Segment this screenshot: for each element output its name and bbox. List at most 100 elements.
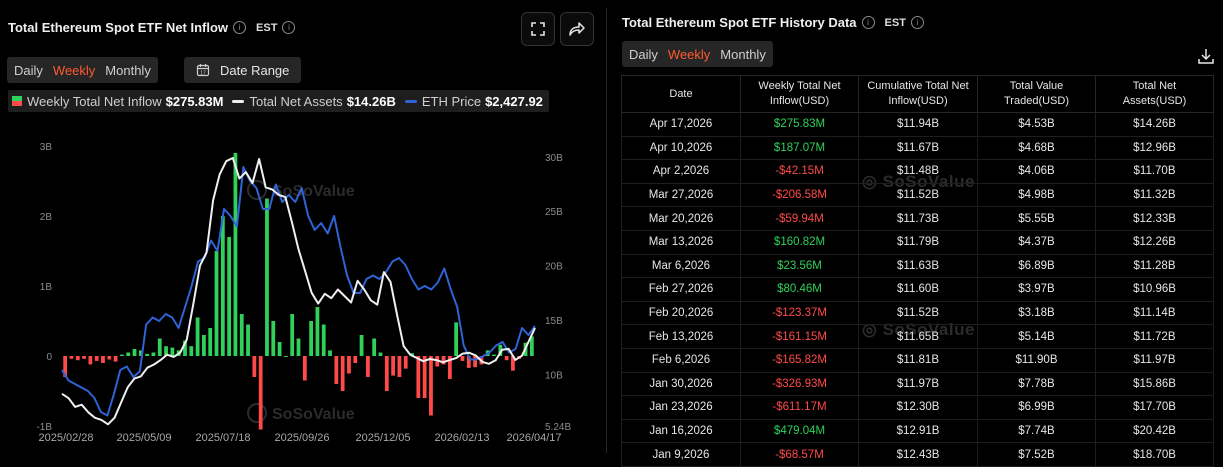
inflow-bar[interactable] — [265, 198, 269, 357]
net-assets-line[interactable] — [61, 157, 536, 426]
inflow-bar[interactable] — [466, 356, 471, 368]
inflow-bar[interactable] — [208, 328, 213, 356]
inflow-bar[interactable] — [138, 350, 143, 356]
inflow-bar[interactable] — [94, 356, 99, 361]
inflow-bar[interactable] — [233, 153, 238, 356]
info-icon[interactable]: i — [861, 16, 875, 29]
inflow-bar[interactable] — [157, 338, 162, 357]
inflow-bar[interactable] — [277, 342, 282, 356]
inflow-bar[interactable] — [189, 346, 194, 356]
inflow-bar[interactable] — [170, 347, 175, 356]
inflow-bar[interactable] — [75, 356, 80, 361]
inflow-bar[interactable] — [492, 354, 496, 356]
col-weekly-inflow[interactable]: Weekly Total Net Inflow(USD) — [740, 75, 859, 113]
inflow-bar[interactable] — [107, 356, 112, 360]
date-range-button[interactable]: 17 Date Range — [184, 57, 302, 83]
tab-weekly[interactable]: Weekly — [667, 46, 711, 62]
inflow-bar[interactable] — [101, 356, 105, 363]
eth-price-line[interactable] — [61, 166, 536, 417]
inflow-bar[interactable] — [504, 356, 509, 361]
inflow-bar[interactable] — [151, 352, 156, 357]
tab-daily[interactable]: Daily — [14, 62, 43, 78]
inflow-bar[interactable] — [271, 321, 276, 356]
tab-monthly[interactable]: Monthly — [720, 46, 766, 62]
inflow-bar[interactable] — [347, 356, 351, 374]
inflow-bar[interactable] — [120, 354, 124, 356]
inflow-bar[interactable] — [511, 356, 515, 371]
cell-date: Feb 27,2026 — [621, 277, 741, 302]
inflow-bar[interactable] — [391, 356, 395, 376]
inflow-bar[interactable] — [258, 356, 263, 430]
inflow-bar[interactable] — [397, 356, 402, 377]
col-net-assets[interactable]: Total Net Assets(USD) — [1095, 75, 1214, 113]
inflow-bar[interactable] — [429, 356, 433, 416]
inflow-bar[interactable] — [529, 336, 534, 356]
col-cumulative-inflow[interactable]: Cumulative Total Net Inflow(USD) — [858, 75, 978, 113]
inflow-bar[interactable] — [239, 314, 244, 356]
inflow-bar[interactable] — [422, 356, 427, 398]
info-icon[interactable]: i — [233, 21, 247, 34]
inflow-bar[interactable] — [353, 356, 358, 363]
inflow-bar[interactable] — [365, 356, 370, 377]
cell-weekly-inflow: -$42.15M — [740, 159, 859, 184]
cell-cumulative-inflow: $11.67B — [858, 135, 978, 161]
inflow-bar[interactable] — [441, 356, 446, 365]
inflow-bar[interactable] — [447, 356, 452, 380]
inflow-bar[interactable] — [321, 324, 326, 357]
inflow-bar[interactable] — [88, 356, 93, 365]
cell-date: Mar 27,2026 — [621, 182, 741, 208]
inflow-bar[interactable] — [183, 340, 187, 356]
inflow-bar[interactable] — [126, 352, 131, 357]
inflow-bar[interactable] — [328, 350, 332, 356]
inflow-bar[interactable] — [454, 322, 459, 356]
inflow-bar[interactable] — [309, 321, 314, 356]
inflow-bar[interactable] — [416, 356, 421, 398]
fullscreen-button[interactable] — [521, 12, 555, 46]
tab-daily[interactable]: Daily — [629, 46, 658, 62]
inflow-bar[interactable] — [82, 356, 86, 359]
inflow-bar[interactable] — [132, 349, 137, 356]
inflow-bar[interactable] — [498, 344, 503, 356]
inflow-bar[interactable] — [220, 216, 225, 356]
history-table: Date Weekly Total Net Inflow(USD) Cumula… — [621, 75, 1214, 467]
inflow-bar[interactable] — [164, 346, 168, 356]
y-right-tick-label: 5.24B — [545, 422, 571, 433]
inflow-bar[interactable] — [473, 356, 477, 368]
tab-monthly[interactable]: Monthly — [105, 62, 151, 78]
net-inflow-chart[interactable]: SoSoValue SoSoValue 3B 2B 1B 0 -1B 30B 25B 20B… — [0, 0, 603, 453]
inflow-bar[interactable] — [283, 356, 288, 357]
inflow-bar[interactable] — [403, 356, 408, 369]
inflow-bar[interactable] — [246, 324, 250, 357]
inflow-bar[interactable] — [460, 356, 465, 361]
inflow-bar[interactable] — [113, 356, 118, 362]
cell-value-traded: $6.89B — [977, 253, 1096, 279]
col-value-traded[interactable]: Total Value Traded(USD) — [977, 75, 1096, 113]
inflow-bar[interactable] — [334, 356, 339, 384]
timezone-info-icon[interactable]: i — [282, 21, 296, 34]
download-icon[interactable] — [1197, 47, 1215, 65]
inflow-bar[interactable] — [195, 317, 200, 357]
inflow-bar[interactable] — [315, 307, 320, 356]
x-tick-label: 2026/02/13 — [434, 432, 489, 444]
inflow-bar[interactable] — [340, 356, 345, 391]
cell-cumulative-inflow: $11.81B — [858, 347, 978, 373]
tab-weekly[interactable]: Weekly — [52, 62, 96, 78]
inflow-bar[interactable] — [378, 352, 383, 357]
timezone-info-icon[interactable]: i — [910, 16, 924, 29]
inflow-bar[interactable] — [296, 338, 301, 357]
inflow-bar[interactable] — [359, 335, 364, 356]
inflow-bar[interactable] — [69, 356, 74, 359]
inflow-bar[interactable] — [252, 356, 257, 377]
inflow-bar[interactable] — [63, 356, 68, 377]
share-button[interactable] — [560, 12, 594, 46]
inflow-bar[interactable] — [384, 356, 389, 391]
col-date[interactable]: Date — [621, 75, 741, 113]
inflow-bar[interactable] — [372, 338, 377, 357]
inflow-bar[interactable] — [227, 237, 232, 356]
inflow-bar[interactable] — [202, 335, 206, 356]
inflow-bar[interactable] — [145, 353, 150, 356]
net-inflow-panel: Total Ethereum Spot ETF Net Inflow i EST… — [0, 0, 603, 453]
inflow-bar[interactable] — [290, 314, 295, 356]
inflow-bar[interactable] — [302, 356, 307, 381]
inflow-bar[interactable] — [214, 251, 219, 356]
